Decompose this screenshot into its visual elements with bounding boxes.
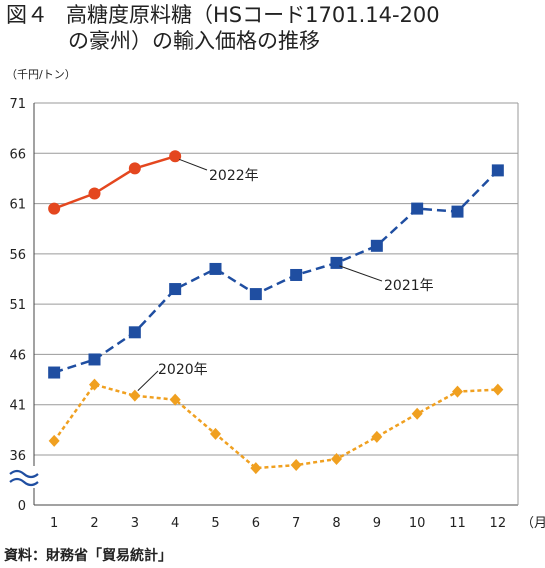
x-tick-label: 12 <box>490 516 507 531</box>
series-line <box>53 383 498 470</box>
data-point-square <box>48 366 61 379</box>
series-label-2022: 2022年 <box>209 168 259 184</box>
x-tick-label: 3 <box>131 516 139 531</box>
data-point-diamond <box>411 407 423 420</box>
data-point-square <box>330 256 343 269</box>
data-point-diamond <box>371 430 383 443</box>
label-leader-line <box>339 265 383 282</box>
data-point-square <box>290 268 303 281</box>
x-tick-label: 1 <box>50 516 58 531</box>
series-label-2020: 2020年 <box>158 362 208 378</box>
data-point-square <box>491 164 504 177</box>
chart-title: 図４ 高糖度原料糖（HSコード1701.14-200 の豪州）の輸入価格の推移 <box>6 2 542 54</box>
data-point-square <box>249 288 262 301</box>
y-tick-label: 46 <box>9 348 26 363</box>
data-point-diamond <box>290 459 302 472</box>
x-tick-label: 6 <box>252 516 260 531</box>
data-point-circle <box>128 162 141 175</box>
x-tick-label: 7 <box>292 516 300 531</box>
data-point-diamond <box>331 453 342 466</box>
source-note: 資料：財務省「貿易統計」 <box>4 548 172 564</box>
y-tick-label: 51 <box>9 298 26 313</box>
data-point-square <box>209 262 222 275</box>
data-point-square <box>411 202 424 215</box>
title-line-1: 高糖度原料糖（HSコード1701.14-200 <box>66 3 440 27</box>
y-unit-label: （千円/トン） <box>6 68 76 81</box>
y-tick-label: 71 <box>9 97 26 112</box>
data-point-diamond <box>210 427 221 440</box>
figure-number: 図４ <box>6 3 48 27</box>
label-leader-line <box>178 158 208 171</box>
data-point-diamond <box>492 383 504 396</box>
data-point-diamond <box>129 389 141 402</box>
x-tick-label: 11 <box>449 516 466 531</box>
data-point-square <box>370 239 383 252</box>
x-tick-label: 2 <box>90 516 98 531</box>
series-line <box>53 169 499 374</box>
x-tick-label: 8 <box>332 516 340 531</box>
x-tick-label: 10 <box>409 516 426 531</box>
axis-break-icon <box>9 477 39 487</box>
data-point-square <box>88 353 101 366</box>
data-point-circle <box>88 187 101 200</box>
y-tick-label: 66 <box>9 147 26 162</box>
data-point-square <box>169 283 182 296</box>
title-line-2: の豪州）の輸入価格の推移 <box>68 29 320 53</box>
data-point-diamond <box>48 434 60 447</box>
x-tick-label: 5 <box>211 516 219 531</box>
series-line <box>53 155 176 210</box>
data-point-diamond <box>452 385 463 398</box>
data-point-circle <box>169 150 182 163</box>
series-label-2021: 2021年 <box>384 278 434 294</box>
data-point-diamond <box>89 378 100 391</box>
y-tick-label: 0 <box>18 499 26 514</box>
data-point-square <box>128 326 141 339</box>
data-point-diamond <box>169 393 181 406</box>
label-leader-line <box>137 370 159 392</box>
x-unit-label: （月） <box>521 516 545 531</box>
axis-break-icon <box>9 469 39 479</box>
y-tick-label: 36 <box>9 449 26 464</box>
x-tick-label: 9 <box>373 516 381 531</box>
data-point-circle <box>48 202 61 215</box>
y-tick-label: 41 <box>9 399 26 414</box>
y-tick-label: 56 <box>9 248 26 263</box>
data-point-diamond <box>250 462 262 475</box>
y-tick-label: 61 <box>9 198 26 213</box>
x-tick-label: 4 <box>171 516 179 531</box>
data-point-square <box>451 205 464 218</box>
